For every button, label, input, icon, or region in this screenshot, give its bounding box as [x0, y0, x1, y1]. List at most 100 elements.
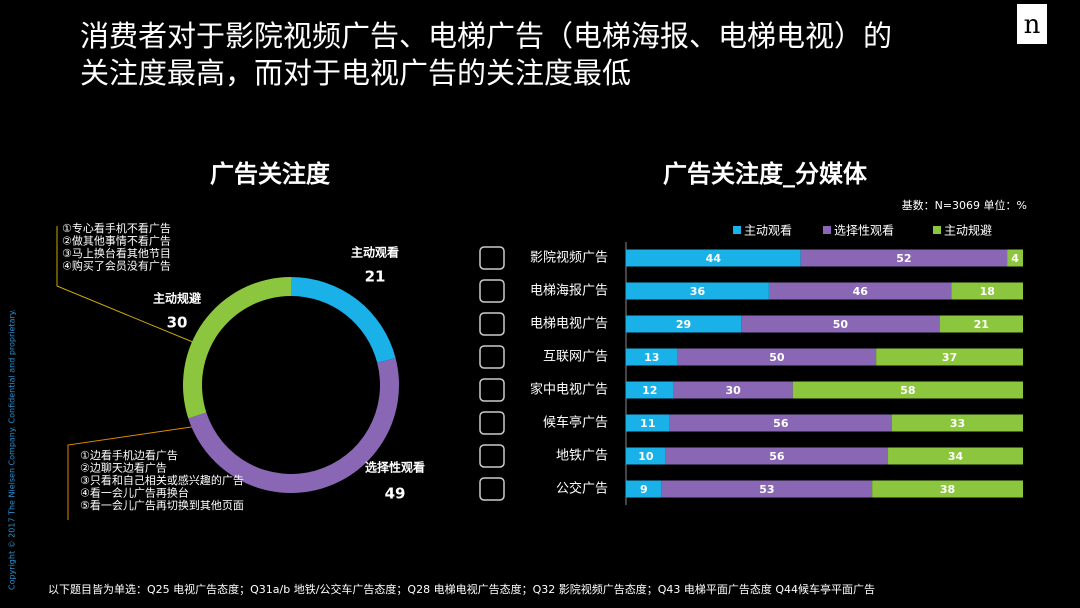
media-icon	[479, 477, 505, 501]
bar-segment	[792, 381, 1023, 399]
bar-value-label: 58	[900, 384, 915, 397]
bar-value-label: 30	[726, 384, 742, 397]
bar-value-label: 33	[950, 417, 965, 430]
copyright: Copyright © 2017 The Nielsen Company. Co…	[8, 309, 17, 590]
footnote: 以下题目皆为单选：Q25 电视广告态度；Q31a/b 地铁/公交车广告态度；Q2…	[48, 582, 875, 596]
media-icon	[479, 378, 505, 402]
segment-value: 49	[385, 485, 406, 503]
category-label: 互联网广告	[543, 350, 608, 365]
donut-segment	[188, 358, 400, 494]
bar-value-label: 9	[640, 483, 648, 496]
segment-label: 选择性观看	[365, 460, 425, 475]
bar-value-label: 18	[980, 285, 995, 298]
media-icon	[479, 411, 505, 435]
media-icon	[479, 312, 505, 336]
slide-title: 消费者对于影院视频广告、电梯广告（电梯海报、电梯电视）的	[80, 19, 892, 53]
bar-value-label: 4	[1011, 252, 1019, 265]
bar-segment	[626, 348, 678, 366]
bar-value-label: 36	[690, 285, 706, 298]
logo-box	[1017, 4, 1047, 44]
bar-segment	[626, 282, 769, 300]
legend-swatch	[823, 226, 831, 234]
segment-label: 主动规避	[153, 291, 201, 306]
bar-value-label: 56	[769, 450, 785, 463]
bar-value-label: 29	[676, 318, 691, 331]
bar-value-label: 53	[759, 483, 774, 496]
bar-value-label: 37	[942, 351, 957, 364]
bar-segment	[626, 480, 662, 498]
category-label: 电梯海报广告	[530, 284, 608, 299]
slide-title: 关注度最高，而对于电视广告的关注度最低	[80, 56, 631, 90]
segment-value: 30	[167, 314, 188, 332]
bar-segment	[741, 315, 940, 333]
logo: n	[1024, 10, 1041, 40]
bar-segment	[951, 282, 1023, 300]
bar-value-label: 56	[773, 417, 789, 430]
bar-value-label: 12	[642, 384, 657, 397]
annotation: ③只看和自己相关或感兴趣的广告	[80, 473, 244, 487]
bar-value-label: 21	[974, 318, 989, 331]
category-label: 家中电视广告	[530, 382, 608, 398]
bar-value-label: 50	[833, 318, 849, 331]
bar-segment	[626, 249, 801, 267]
legend-label: 主动观看	[744, 224, 792, 238]
annotation-connector	[56, 226, 201, 346]
category-label: 公交广告	[556, 481, 608, 497]
bar-segment	[677, 348, 877, 366]
annotation: ③马上换台看其他节目	[62, 246, 171, 260]
category-label: 影院视频广告	[530, 251, 608, 266]
bar-segment	[768, 282, 952, 300]
legend-label: 主动规避	[944, 223, 992, 238]
bar-value-label: 34	[948, 450, 964, 463]
legend-swatch	[933, 226, 941, 234]
legend-swatch	[733, 226, 741, 234]
bar-segment	[665, 447, 889, 465]
category-label: 电梯电视广告	[530, 317, 608, 332]
bar-value-label: 46	[853, 285, 869, 298]
bar-value-label: 10	[638, 450, 654, 463]
category-label: 地铁广告	[556, 449, 608, 464]
annotation: ②做其他事情不看广告	[62, 234, 171, 248]
bar-segment	[888, 447, 1023, 465]
media-icon	[479, 246, 505, 270]
bar-value-label: 52	[896, 252, 911, 265]
media-icon	[479, 444, 505, 468]
bar-segment	[939, 315, 1023, 333]
category-label: 候车亭广告	[543, 415, 608, 431]
chart-note: 基数：N=3069 单位：%	[902, 198, 1027, 212]
annotation: ④购买了会员没有广告	[62, 259, 171, 273]
annotation-connector	[67, 424, 206, 520]
donut-segment	[291, 277, 396, 363]
bar-segment	[800, 249, 1008, 267]
annotation: ⑤看一会儿广告再切换到其他页面	[80, 498, 244, 512]
legend-label: 选择性观看	[834, 224, 894, 238]
bar-value-label: 38	[940, 483, 955, 496]
bar-segment	[661, 480, 873, 498]
media-icon	[479, 345, 505, 369]
annotation: ④看一会儿广告再换台	[80, 486, 189, 500]
bar-segment	[626, 315, 742, 333]
annotation: ②边聊天边看广告	[80, 461, 167, 475]
bar-value-label: 13	[644, 351, 659, 364]
bar-segment	[673, 381, 793, 399]
bar-segment	[626, 381, 674, 399]
bar-value-label: 50	[769, 351, 785, 364]
annotation: ①专心看手机不看广告	[62, 221, 171, 235]
bar-segment	[1007, 249, 1023, 267]
segment-label: 主动观看	[351, 245, 399, 260]
annotation: ①边看手机边看广告	[80, 448, 178, 462]
bar-segment	[669, 414, 892, 432]
bar-segment	[872, 480, 1023, 498]
segment-value: 21	[365, 268, 386, 286]
bar-segment	[876, 348, 1023, 366]
bar-value-label: 11	[640, 417, 655, 430]
bar-value-label: 44	[706, 252, 722, 265]
bar-segment	[626, 447, 666, 465]
bar-segment	[891, 414, 1023, 432]
chart-title: 广告关注度_分媒体	[663, 160, 868, 188]
chart-title: 广告关注度	[210, 160, 331, 188]
bar-segment	[626, 414, 670, 432]
donut-segment	[182, 277, 291, 419]
